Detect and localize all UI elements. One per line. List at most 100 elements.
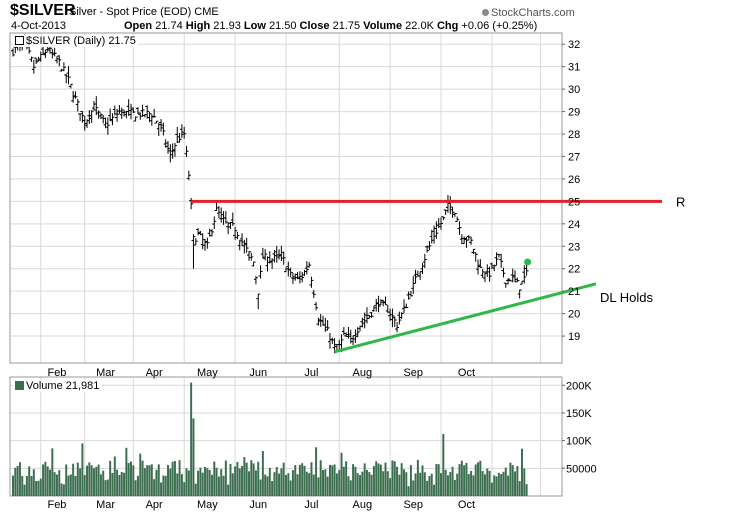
volume-bar [197, 470, 200, 496]
volume-bar [511, 465, 514, 496]
volume-bar [83, 475, 86, 496]
price-bar [253, 276, 258, 285]
price-bar [193, 238, 198, 246]
price-bar [149, 114, 154, 126]
volume-month-label: Oct [458, 499, 475, 511]
price-bar [209, 228, 214, 237]
price-bar [274, 245, 279, 263]
volume-bar [451, 466, 454, 496]
price-bar [135, 106, 140, 115]
volume-bar [282, 462, 285, 496]
price-bar [191, 234, 196, 269]
price-bar [260, 247, 265, 259]
volume-bar [167, 465, 169, 496]
price-bar [184, 145, 189, 158]
volume-bar [51, 448, 54, 496]
price-bar [480, 268, 485, 278]
high-value: 21.93 [213, 20, 241, 32]
volume-bar [352, 464, 355, 496]
volume-bar [370, 474, 373, 496]
volume-bar [130, 461, 132, 496]
price-bar [156, 122, 161, 136]
volume-bar [310, 462, 313, 496]
price-bar [166, 141, 171, 154]
volume-bar [525, 484, 528, 496]
price-bar [378, 299, 383, 306]
price-axis-label: 29 [568, 107, 580, 119]
volume-bar [46, 466, 49, 496]
quote-date: 4-Oct-2013 [11, 20, 67, 32]
price-bar [362, 312, 367, 329]
volume-bar [35, 481, 38, 496]
price-bar [52, 47, 57, 57]
volume-bar [236, 461, 239, 496]
price-bar [513, 270, 518, 283]
volume-bar [437, 464, 440, 496]
volume-axis-label: 150K [566, 408, 592, 420]
price-bar [61, 62, 66, 72]
price-bar [82, 116, 87, 131]
volume-bar [493, 475, 496, 496]
volume-bar [430, 473, 433, 496]
volume-bar [400, 463, 403, 496]
volume-bar [116, 469, 119, 496]
volume-bar [384, 462, 387, 496]
price-bar [230, 212, 235, 226]
price-axis-label: 25 [568, 196, 580, 208]
quote-line: Open 21.74 High 21.93 Low 21.50 Close 21… [124, 20, 537, 32]
volume-bar [234, 466, 237, 496]
low-value: 21.50 [268, 20, 297, 32]
volume-bar [477, 462, 480, 496]
price-bar [101, 115, 106, 124]
price-bar [290, 272, 295, 284]
volume-bar [245, 462, 248, 496]
price-month-label: Mar [96, 367, 115, 379]
volume-bar [111, 472, 114, 496]
month-axis-volume: Feb Mar Apr May Jun Jul Aug Sep Oct [47, 499, 475, 511]
volume-bar [474, 464, 477, 496]
price-bar [404, 303, 409, 309]
price-axis-label: 27 [568, 151, 580, 163]
volume-bar [243, 457, 246, 496]
price-bar [163, 139, 168, 148]
volume-bar [433, 484, 436, 496]
price-bar [448, 196, 453, 215]
volume-bar [275, 467, 278, 496]
volume-month-label: May [197, 499, 218, 511]
volume-bar [18, 462, 21, 496]
price-bar [68, 83, 73, 89]
volume-bar [326, 476, 329, 496]
price-bar [397, 311, 402, 325]
price-bar [11, 48, 15, 57]
price-bar [91, 101, 96, 111]
volume-bar [194, 483, 197, 496]
price-bar [429, 229, 434, 244]
volume-bar [386, 471, 389, 496]
volume-bar [95, 466, 98, 496]
chg-value: +0.06 (+0.25%) [461, 20, 538, 32]
volume-bar [271, 481, 274, 496]
volume-grid [10, 377, 562, 496]
price-bar [482, 272, 487, 283]
price-month-label: Feb [47, 367, 66, 379]
price-axis-label: 31 [568, 62, 580, 74]
price-bar [519, 280, 524, 285]
volume-bar [514, 471, 517, 496]
volume-bar [396, 466, 399, 496]
volume-bar [523, 468, 526, 496]
price-bar [145, 105, 150, 119]
price-bar [506, 278, 511, 285]
price-bar [358, 325, 363, 332]
volume-axis-label: 100K [566, 436, 592, 448]
volume-bar [201, 472, 204, 496]
volume-bar [264, 474, 267, 496]
volume-bar [516, 466, 519, 496]
volume-month-label: Jul [304, 499, 318, 511]
volume-axis-label: 200K [566, 380, 592, 392]
price-bar [85, 119, 90, 128]
volume-bar [238, 468, 241, 496]
price-bar [246, 251, 251, 261]
price-bar [170, 143, 175, 159]
price-bar [31, 59, 36, 74]
price-bar [110, 113, 115, 126]
